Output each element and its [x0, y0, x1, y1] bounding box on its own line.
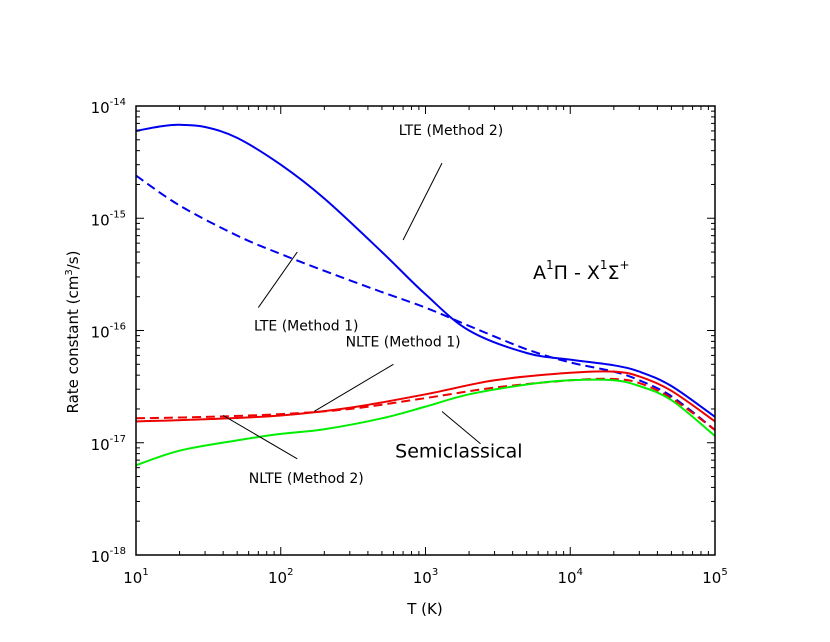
- x-axis-label: T (K): [406, 600, 442, 618]
- x-tick-label: 105: [702, 567, 727, 587]
- annotation-layer: LTE (Method 2)LTE (Method 1)NLTE (Method…: [222, 123, 523, 487]
- transition-part3: Σ: [608, 262, 620, 284]
- y-tick-label-base: 10: [91, 436, 110, 454]
- annotation-label: LTE (Method 2): [399, 123, 504, 139]
- y-tick-label-exp: -17: [110, 434, 126, 445]
- x-tick-label: 104: [558, 567, 583, 587]
- x-tick-label-base: 10: [558, 569, 577, 587]
- y-tick-label: 10-17: [91, 434, 126, 454]
- y-axis-label-suffix: /s): [64, 251, 82, 270]
- y-tick-label-base: 10: [91, 211, 110, 229]
- x-tick-label-exp: 2: [287, 567, 293, 578]
- series-layer: [135, 123, 716, 467]
- y-axis-label: Rate constant (cm3/s): [64, 251, 82, 414]
- transition-sup1: 1: [546, 258, 554, 272]
- y-tick-label: 10-15: [91, 209, 126, 229]
- y-tick-label: 10-14: [91, 97, 126, 117]
- y-tick-label-exp: -14: [110, 97, 126, 108]
- y-tick-label: 10-16: [91, 322, 126, 342]
- x-tick-label: 102: [268, 567, 293, 587]
- x-tick-label-base: 10: [268, 569, 287, 587]
- y-axis-label-main: Rate constant (cm: [64, 276, 82, 414]
- y-tick-label-exp: -15: [110, 209, 126, 220]
- series-line-lte-method-1: [135, 174, 716, 431]
- transition-label: A1Π - X1Σ+: [533, 258, 630, 284]
- series-line-nlte-method-1: [135, 377, 716, 431]
- y-axis-label-sup: 3: [64, 269, 75, 275]
- series-line-nlte-method-2: [135, 370, 716, 423]
- transition-sup2: 1: [600, 258, 608, 272]
- transition-sup3: +: [620, 258, 630, 272]
- x-tick-label-exp: 5: [721, 567, 727, 578]
- annotation-label: LTE (Method 1): [254, 319, 359, 335]
- transition-part2: Π - X: [554, 262, 600, 284]
- y-tick-label-base: 10: [91, 548, 110, 566]
- x-tick-label: 103: [413, 567, 438, 587]
- annotation-label: NLTE (Method 2): [249, 471, 364, 487]
- series-line-semiclassical: [135, 378, 716, 467]
- x-tick-label-exp: 1: [142, 567, 148, 578]
- annotation-leader-line: [257, 251, 298, 308]
- x-tick-label-base: 10: [702, 569, 721, 587]
- x-tick-label-base: 10: [413, 569, 432, 587]
- annotation-leader-line: [402, 162, 443, 241]
- y-tick-label-base: 10: [91, 324, 110, 342]
- annotation-leader-line: [441, 411, 481, 445]
- y-tick-label-exp: -16: [110, 322, 126, 333]
- annotation-label: NLTE (Method 1): [346, 335, 461, 351]
- annotation-leader-line: [222, 415, 298, 460]
- plot-frame: [135, 105, 716, 556]
- annotation-label: Semiclassical: [395, 440, 522, 462]
- y-tick-label: 10-18: [91, 546, 126, 566]
- x-tick-label-base: 10: [123, 569, 142, 587]
- x-tick-label-exp: 3: [432, 567, 438, 578]
- x-tick-label: 101: [123, 567, 148, 587]
- annotation-leader-line: [313, 363, 394, 412]
- transition-part1: A: [533, 262, 546, 284]
- y-tick-label-exp: -18: [110, 546, 126, 557]
- y-tick-label-base: 10: [91, 99, 110, 117]
- series-line-lte-method-2: [135, 123, 716, 418]
- x-tick-label-exp: 4: [577, 567, 583, 578]
